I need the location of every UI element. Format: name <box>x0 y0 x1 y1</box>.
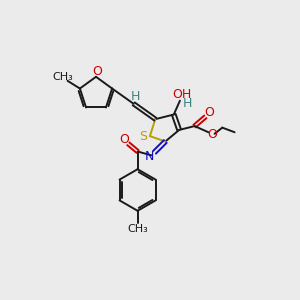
Text: S: S <box>139 130 147 142</box>
Text: OH: OH <box>172 88 192 101</box>
Text: N: N <box>145 150 154 164</box>
Text: O: O <box>204 106 214 119</box>
Text: H: H <box>183 97 192 110</box>
Text: O: O <box>119 134 129 146</box>
Text: O: O <box>207 128 217 141</box>
Text: CH₃: CH₃ <box>127 224 148 234</box>
Text: CH₃: CH₃ <box>52 72 73 82</box>
Text: O: O <box>93 65 103 78</box>
Text: H: H <box>130 90 140 103</box>
